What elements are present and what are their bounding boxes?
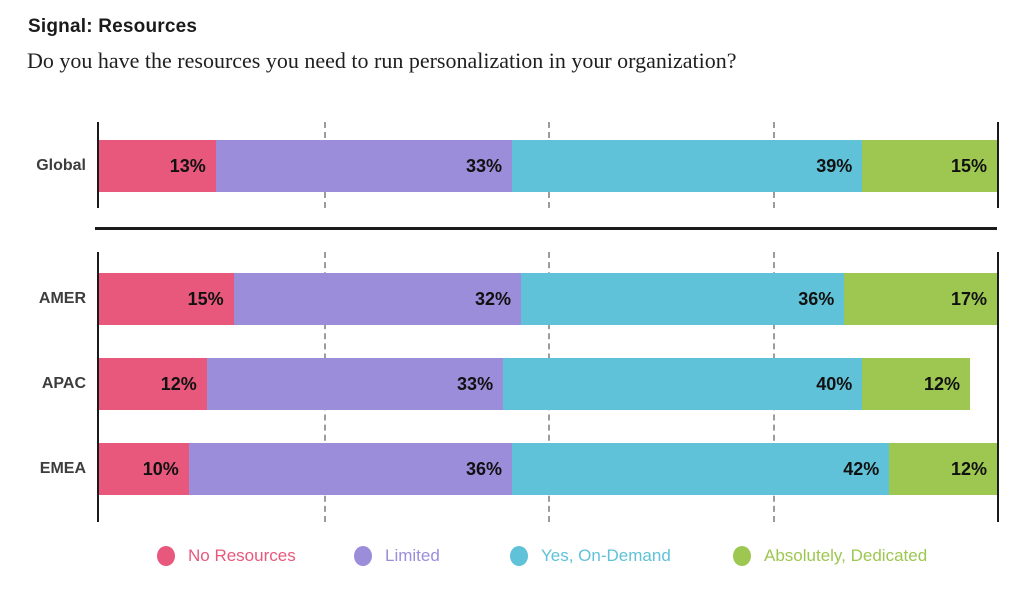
legend-dot-icon xyxy=(510,546,528,566)
value-label: 40% xyxy=(816,373,853,394)
value-label: 32% xyxy=(475,288,512,309)
stacked-bar-apac: 12% 33% 40% 12% xyxy=(99,358,997,410)
segment-apac-no-resources: 12% xyxy=(99,358,207,410)
value-label: 12% xyxy=(160,373,197,394)
stacked-bar-emea: 10% 36% 42% 12% xyxy=(99,443,997,495)
value-label: 17% xyxy=(950,288,987,309)
stacked-bar-global: 13% 33% 39% 15% xyxy=(99,140,997,192)
group-separator-line xyxy=(95,227,997,230)
segment-apac-limited: 33% xyxy=(206,358,504,410)
segment-global-no-resources: 13% xyxy=(99,140,216,192)
category-label-emea: EMEA xyxy=(39,460,86,477)
segment-emea-no-resources: 10% xyxy=(99,443,189,495)
category-label-apac: APAC xyxy=(41,375,86,392)
chart-group-global: 13% 33% 39% 15% xyxy=(97,122,999,208)
value-label: 15% xyxy=(950,155,987,176)
page-title: Signal: Resources xyxy=(28,16,198,37)
stacked-bar-amer: 15% 32% 36% 17% xyxy=(99,273,997,325)
segment-emea-absolutely-dedicated: 12% xyxy=(889,443,997,495)
value-label: 12% xyxy=(923,373,961,394)
category-label-global: Global xyxy=(36,157,86,174)
legend-label: Yes, On-Demand xyxy=(541,546,671,565)
legend-item-no-resources: No Resources xyxy=(157,546,296,566)
segment-amer-no-resources: 15% xyxy=(99,273,234,325)
segment-global-absolutely-dedicated: 15% xyxy=(862,140,997,192)
segment-emea-yes-on-demand: 42% xyxy=(512,443,890,495)
legend-item-limited: Limited xyxy=(354,546,440,566)
chart-question-subtitle: Do you have the resources you need to ru… xyxy=(27,48,737,73)
value-label: 15% xyxy=(187,288,224,309)
value-label: 42% xyxy=(843,458,880,479)
legend-item-yes-on-demand: Yes, On-Demand xyxy=(510,546,671,566)
legend-label: Absolutely, Dedicated xyxy=(764,546,928,565)
segment-amer-limited: 32% xyxy=(233,273,522,325)
legend-dot-icon xyxy=(157,546,175,566)
legend-item-absolutely-dedicated: Absolutely, Dedicated xyxy=(733,546,927,566)
value-label: 33% xyxy=(457,373,494,394)
value-label: 12% xyxy=(950,458,987,479)
chart-legend: No Resources Limited Yes, On-Demand Absolut… xyxy=(0,546,1024,572)
value-label: 13% xyxy=(169,155,206,176)
value-label: 36% xyxy=(798,288,835,309)
value-label: 33% xyxy=(466,155,503,176)
segment-amer-absolutely-dedicated: 17% xyxy=(844,273,997,325)
category-label-amer: AMER xyxy=(38,290,86,307)
segment-global-yes-on-demand: 39% xyxy=(512,140,863,192)
chart-group-regions: 15% 32% 36% 17% 12% 33% 40% 12% 10% 36% 42% 12% xyxy=(97,252,999,522)
legend-label: Limited xyxy=(385,546,440,565)
value-label: 39% xyxy=(816,155,853,176)
legend-dot-icon xyxy=(733,546,751,566)
segment-amer-yes-on-demand: 36% xyxy=(521,273,845,325)
segment-emea-limited: 36% xyxy=(188,443,513,495)
segment-apac-yes-on-demand: 40% xyxy=(503,358,863,410)
segment-apac-absolutely-dedicated: 12% xyxy=(862,358,971,410)
value-label: 10% xyxy=(142,458,179,479)
legend-label: No Resources xyxy=(188,546,296,565)
value-label: 36% xyxy=(466,458,503,479)
segment-global-limited: 33% xyxy=(215,140,513,192)
legend-dot-icon xyxy=(354,546,372,566)
